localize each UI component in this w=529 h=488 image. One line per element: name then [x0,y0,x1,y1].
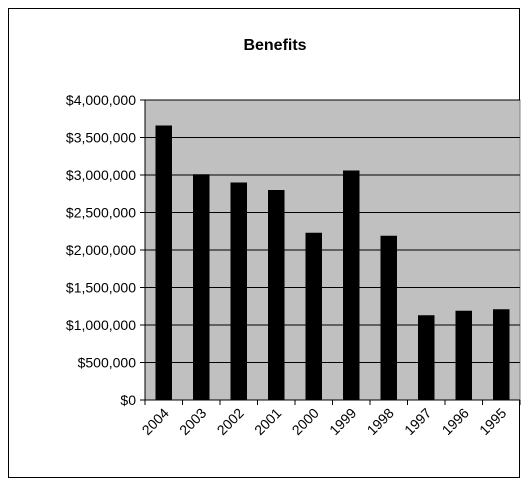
x-tick-label-1995: 1995 [476,405,509,438]
y-tick-label: $3,000,000 [66,167,136,183]
y-tick-label: $4,000,000 [66,92,136,108]
x-tick-label-1998: 1998 [364,405,397,438]
x-tick-label-1999: 1999 [326,405,359,438]
y-tick-label: $500,000 [78,355,137,371]
bar-2001 [268,190,285,400]
x-tick-labels: 2004 2003 2002 2001 2000 1999 1998 1997 1996 1995 [139,405,510,438]
bars [155,125,510,400]
y-tick-label: $0 [120,392,136,408]
axes [140,99,521,405]
y-tick-label: $1,500,000 [66,280,136,296]
bar-2003 [193,174,210,400]
x-tick-label-2002: 2002 [214,405,247,438]
x-tick-label-2004: 2004 [139,405,172,438]
x-tick-label-2003: 2003 [176,405,209,438]
x-tick-label-2000: 2000 [289,405,322,438]
x-tick-label-1997: 1997 [401,405,434,438]
y-tick-labels: $0 $500,000 $1,000,000 $1,500,000 $2,000,000… [66,92,136,408]
y-tick-label: $2,000,000 [66,242,136,258]
bar-1997 [418,315,435,400]
y-tick-label: $2,500,000 [66,205,136,221]
bar-1996 [455,310,472,400]
x-tick-label-1996: 1996 [439,405,472,438]
bar-2000 [305,232,322,400]
y-tick-label: $3,500,000 [66,130,136,146]
bar-1998 [380,235,397,400]
bar-2002 [230,182,247,400]
bar-1995 [493,309,510,400]
chart-title: Benefits [243,37,306,54]
bar-1999 [343,170,360,400]
y-tick-label: $1,000,000 [66,317,136,333]
x-tick-label-2001: 2001 [251,405,284,438]
bar-2004 [155,125,172,400]
